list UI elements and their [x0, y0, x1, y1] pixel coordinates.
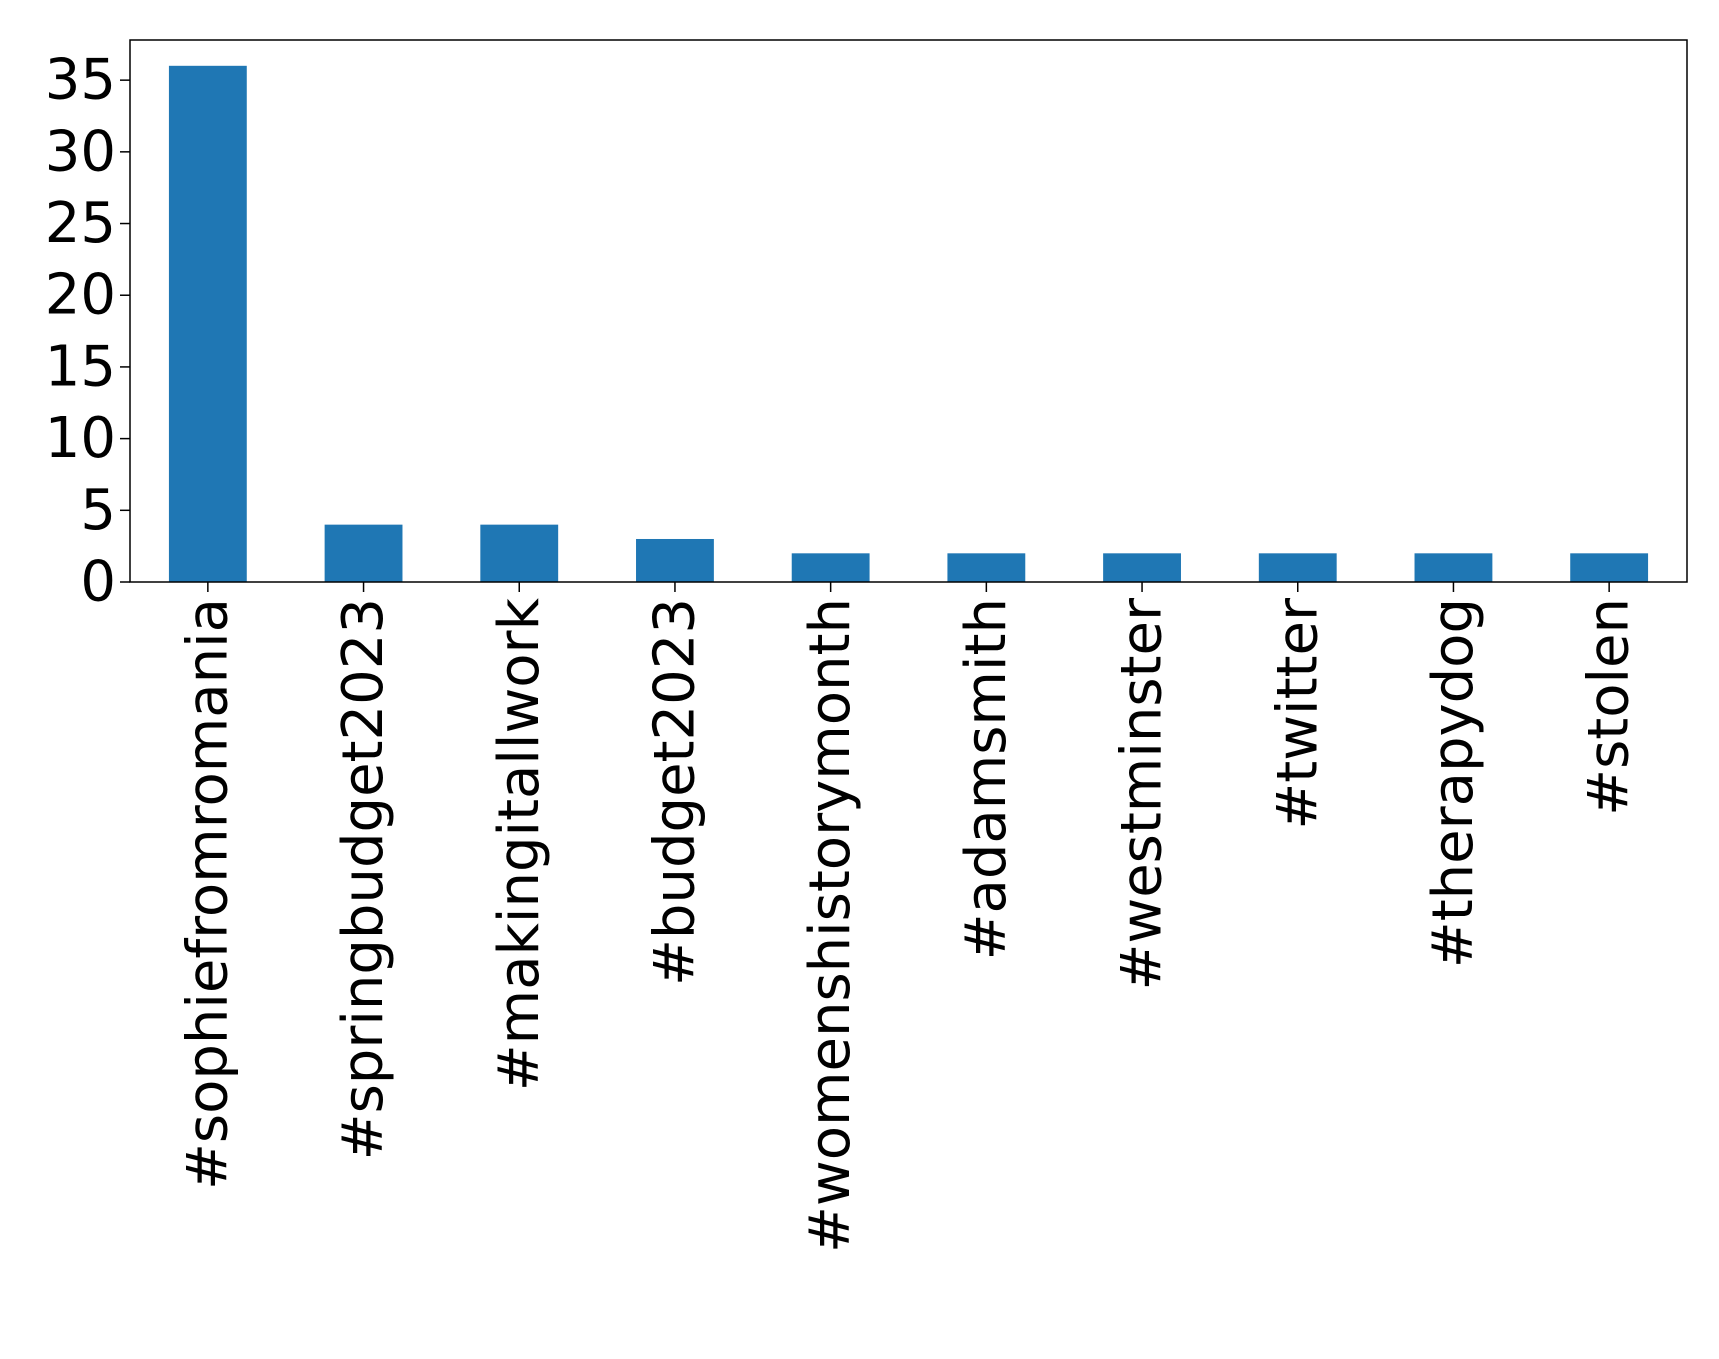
- x-tick-label-4: #womenshistorymonth: [798, 598, 863, 1253]
- x-tick-label-8: #therapydog: [1421, 598, 1486, 968]
- plot-background: [130, 40, 1687, 582]
- bar-4: [791, 553, 870, 582]
- bar-6: [1103, 553, 1181, 582]
- y-tick-label-0: 0: [80, 550, 116, 615]
- bar-7: [1258, 553, 1337, 582]
- y-tick-label-4: 20: [45, 263, 116, 328]
- x-tick-label-1: #springbudget2023: [331, 598, 396, 1160]
- y-tick-label-3: 15: [45, 334, 116, 399]
- y-tick-label-5: 25: [45, 191, 116, 256]
- bar-3: [636, 538, 714, 582]
- x-tick-label-9: #stolen: [1577, 598, 1642, 816]
- x-tick-label-7: #twitter: [1265, 597, 1330, 830]
- bar-0: [168, 65, 247, 583]
- y-tick-label-1: 5: [80, 478, 116, 543]
- x-axis: #sophiefromromania #springbudget2023 #maki…: [175, 582, 1642, 1253]
- bar-5: [947, 553, 1026, 582]
- y-tick-label-6: 30: [45, 119, 116, 184]
- y-tick-label-2: 10: [45, 406, 116, 471]
- bar-1: [324, 524, 403, 582]
- bar-9: [1570, 553, 1649, 582]
- x-tick-label-5: #adamsmith: [954, 598, 1019, 960]
- x-tick-label-2: #makingitallwork: [487, 597, 552, 1091]
- bars-group: [168, 65, 1649, 583]
- bar-2: [480, 524, 559, 582]
- y-tick-label-7: 35: [45, 48, 116, 113]
- x-tick-label-3: #budget2023: [642, 598, 707, 986]
- x-tick-label-6: #westminster: [1110, 597, 1175, 990]
- plot-frame: [129, 39, 1688, 583]
- x-tick-label-0: #sophiefromromania: [175, 598, 240, 1190]
- bar-8: [1414, 553, 1493, 582]
